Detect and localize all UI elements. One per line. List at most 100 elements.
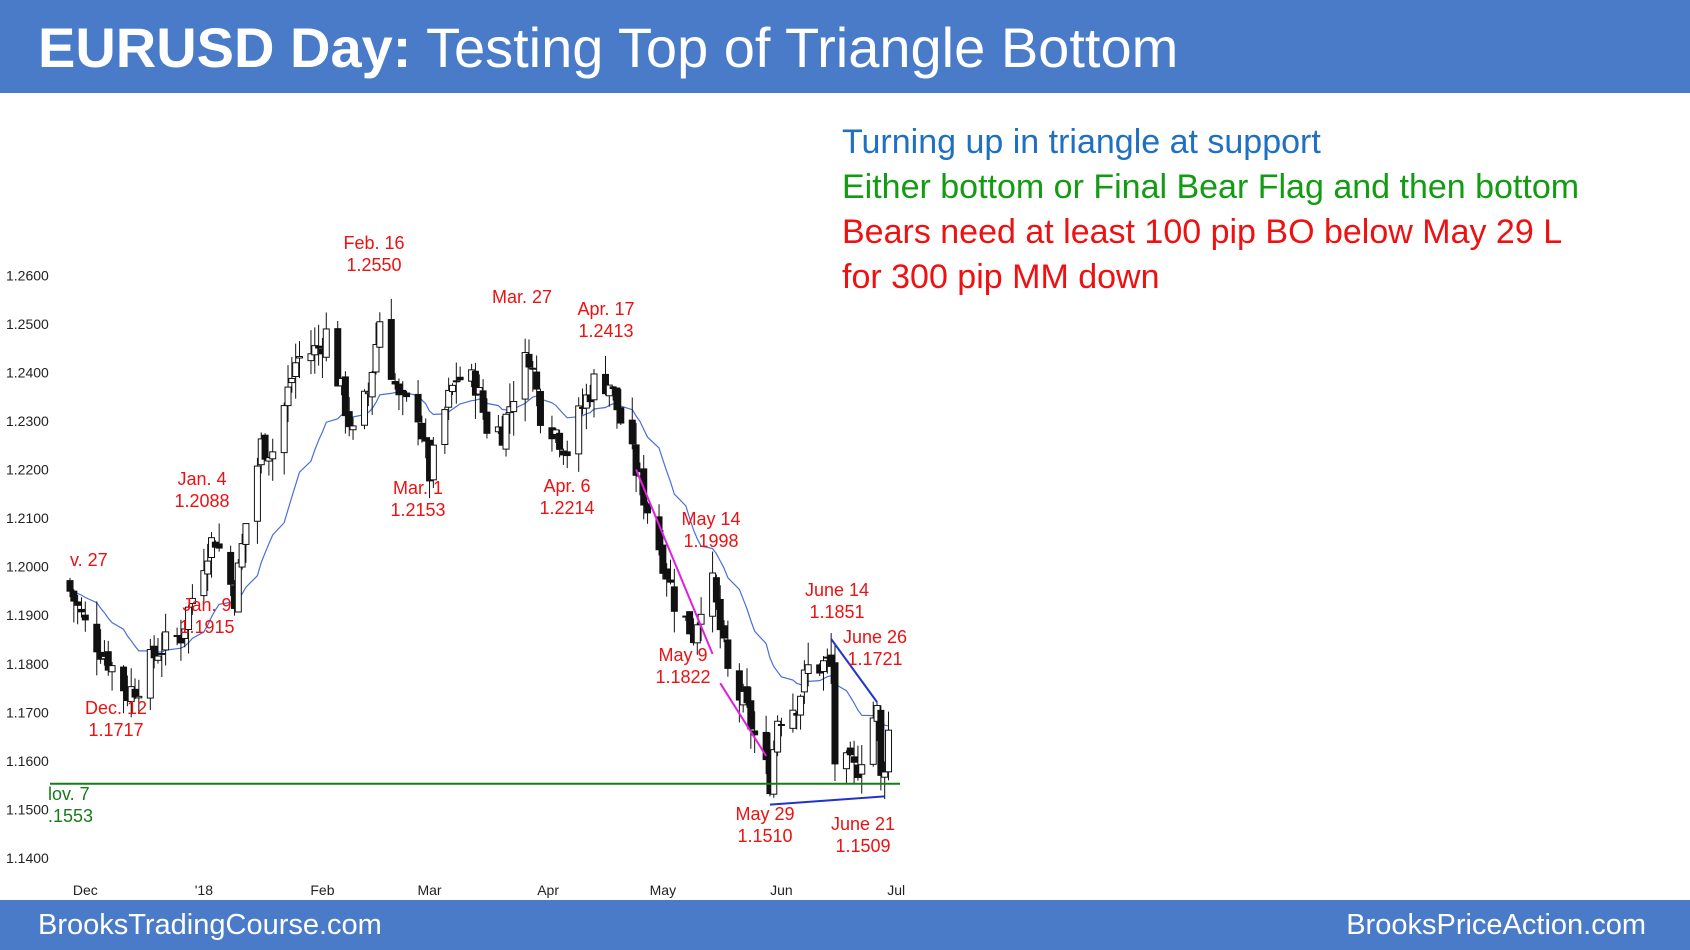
price-value: 1.2550 bbox=[346, 255, 401, 275]
candle-body bbox=[227, 551, 235, 585]
candle-body bbox=[804, 664, 812, 674]
candle-body bbox=[762, 731, 770, 761]
candle-body bbox=[376, 321, 384, 348]
candle-body bbox=[724, 639, 732, 669]
candle-body bbox=[387, 319, 395, 380]
candle-body bbox=[448, 384, 456, 393]
y-tick-label: 1.1400 bbox=[6, 850, 49, 866]
price-label: Apr. 17 bbox=[577, 299, 634, 319]
title-bar bbox=[0, 0, 1690, 93]
candle-body bbox=[120, 666, 128, 692]
candle-body bbox=[556, 432, 564, 450]
candle-body bbox=[280, 405, 288, 454]
x-tick-label: Jul bbox=[887, 882, 905, 898]
candle-body bbox=[720, 625, 728, 639]
candle-body bbox=[617, 407, 625, 424]
price-value: 1.1851 bbox=[809, 602, 864, 622]
x-tick-label: Apr bbox=[537, 882, 559, 898]
candle-body bbox=[403, 392, 411, 398]
candle-body bbox=[295, 356, 303, 359]
triangle-line bbox=[769, 795, 885, 806]
price-value: 1.1915 bbox=[179, 617, 234, 637]
candle-body bbox=[97, 651, 105, 660]
candle-body bbox=[445, 389, 453, 408]
candle-body bbox=[601, 373, 609, 395]
price-label: Feb. 16 bbox=[343, 233, 404, 253]
candle-body bbox=[215, 543, 223, 549]
candle-body bbox=[341, 376, 349, 417]
candle-body bbox=[644, 503, 652, 514]
price-value: 1.1509 bbox=[835, 836, 890, 856]
candle-body bbox=[712, 577, 720, 603]
title-symbol: EURUSD Day: bbox=[38, 16, 412, 79]
price-value: 1.1717 bbox=[88, 720, 143, 740]
price-label: Apr. 6 bbox=[543, 476, 590, 496]
candle-body bbox=[885, 729, 893, 773]
candle-body bbox=[831, 662, 839, 765]
candle-body bbox=[525, 353, 533, 368]
candle-body bbox=[797, 695, 805, 716]
footer-site-left: BrooksTradingCourse.com bbox=[38, 909, 382, 941]
candle-body bbox=[774, 720, 782, 753]
candle-body bbox=[414, 393, 422, 423]
x-tick-label: '18 bbox=[195, 882, 213, 898]
x-tick-label: Jun bbox=[770, 882, 793, 898]
candle-body bbox=[670, 586, 678, 612]
y-tick-label: 1.1900 bbox=[6, 607, 49, 623]
candle-body bbox=[77, 608, 85, 613]
candle-body bbox=[311, 345, 319, 356]
candle-body bbox=[135, 695, 143, 699]
candle-body bbox=[391, 381, 399, 385]
candle-body bbox=[777, 723, 785, 726]
price-value: 1.1721 bbox=[847, 649, 902, 669]
candle-body bbox=[820, 660, 828, 673]
y-tick-label: 1.2200 bbox=[6, 462, 49, 478]
candle-body bbox=[315, 345, 323, 349]
candle-body bbox=[590, 373, 598, 401]
candle-body bbox=[265, 457, 273, 462]
candle-body bbox=[502, 413, 510, 450]
price-label: May 14 bbox=[681, 509, 740, 529]
price-chart: 1.2600 1.2500 1.2400 1.2300 1.2200 1.2100 1.20… bbox=[6, 233, 907, 898]
price-label: Dec. 12 bbox=[85, 698, 147, 718]
candle-body bbox=[632, 444, 640, 476]
x-tick-label: Feb bbox=[310, 882, 334, 898]
candlesticks bbox=[66, 298, 893, 800]
candle-body bbox=[536, 391, 544, 426]
candle-body bbox=[322, 328, 330, 358]
candle-body bbox=[345, 411, 353, 428]
candle-body bbox=[842, 752, 850, 770]
candle-body bbox=[200, 570, 208, 597]
price-value: 1.2153 bbox=[390, 500, 445, 520]
price-annotations: v. 27 lov. 7.1553 Dec. 121.1717 Jan. 41.208… bbox=[48, 233, 907, 856]
chart-axes: 1.2600 1.2500 1.2400 1.2300 1.2200 1.2100 1.20… bbox=[6, 267, 905, 898]
candle-body bbox=[735, 670, 743, 701]
candle-body bbox=[188, 597, 196, 605]
trend-lines bbox=[50, 469, 900, 806]
candle-body bbox=[131, 688, 139, 698]
candle-body bbox=[552, 429, 560, 435]
bear-channel-line bbox=[635, 469, 714, 655]
x-tick-label: May bbox=[650, 882, 676, 898]
candle-body bbox=[613, 387, 621, 411]
y-tick-label: 1.1500 bbox=[6, 801, 49, 817]
y-tick-label: 1.1600 bbox=[6, 753, 49, 769]
candle-body bbox=[770, 749, 778, 795]
candle-body bbox=[368, 371, 376, 398]
candle-body bbox=[154, 655, 162, 661]
candle-body bbox=[628, 419, 636, 445]
footer-site-right: BrooksPriceAction.com bbox=[1346, 909, 1646, 941]
candle-body bbox=[185, 606, 193, 631]
candle-body bbox=[288, 377, 296, 384]
candle-body bbox=[877, 709, 885, 776]
candle-body bbox=[307, 353, 315, 362]
candle-body bbox=[471, 370, 479, 396]
candle-body bbox=[747, 700, 755, 730]
bear-channel-line bbox=[719, 682, 767, 757]
candle-body bbox=[533, 371, 541, 390]
candle-body bbox=[452, 380, 460, 383]
y-tick-label: 1.2500 bbox=[6, 316, 49, 332]
candle-body bbox=[429, 444, 437, 481]
commentary-notes: Turning up in triangle at support Either… bbox=[842, 120, 1579, 300]
price-value: 1.1998 bbox=[683, 531, 738, 551]
